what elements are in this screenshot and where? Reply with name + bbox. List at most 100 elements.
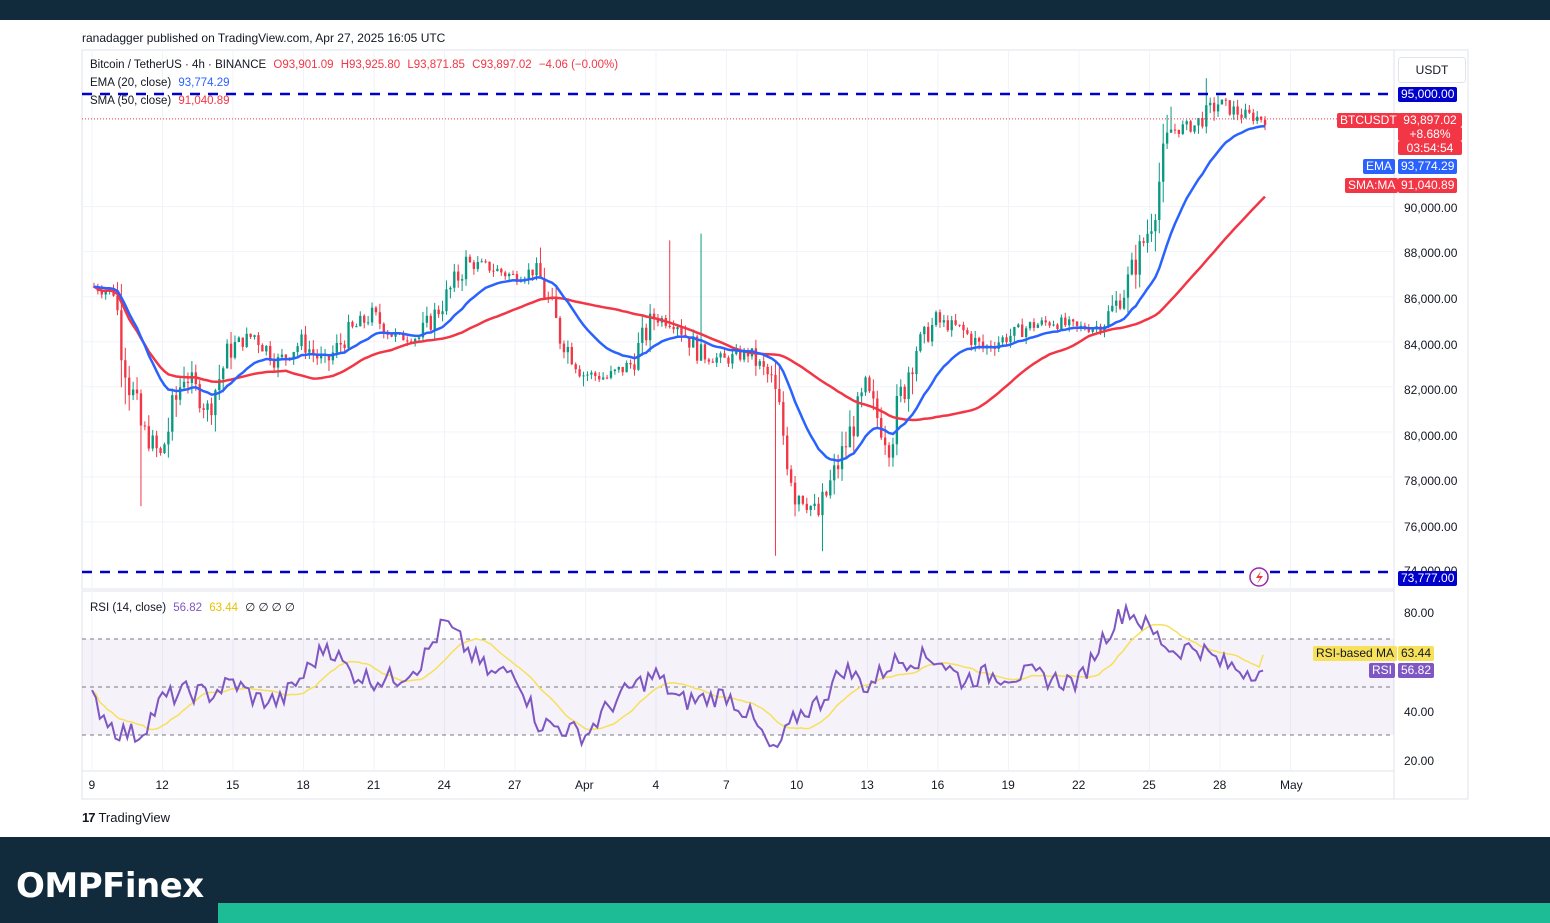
sma-line: [93, 195, 1266, 422]
currency-button[interactable]: USDT: [1398, 57, 1466, 83]
price-pane: [81, 49, 1395, 590]
candle-body: [934, 312, 938, 325]
candle-body: [735, 350, 738, 355]
candle-body: [966, 330, 969, 334]
candle-body: [457, 271, 460, 281]
candle-body: [1173, 129, 1177, 131]
candle-body: [272, 361, 276, 368]
candle-body: [598, 375, 601, 380]
time-tick: 24: [437, 778, 451, 792]
candle-body: [378, 312, 382, 324]
price-tick: 84,000.00: [1404, 338, 1458, 352]
candle-body: [617, 366, 620, 370]
candle-body: [872, 391, 875, 399]
time-tick: 22: [1072, 778, 1086, 792]
ema-legend[interactable]: EMA (20, close) 93,774.29: [90, 77, 234, 89]
candle-body: [758, 361, 761, 366]
candle-body: [151, 435, 154, 449]
candle-body: [1087, 329, 1090, 332]
candle-body: [359, 315, 362, 327]
candle-body: [1138, 241, 1141, 275]
tradingview-logo[interactable]: 17 TradingView: [82, 810, 170, 825]
candle-body: [715, 357, 718, 363]
candle-body: [433, 309, 436, 330]
candle-body: [586, 374, 589, 376]
candle-body: [613, 369, 617, 372]
candle-body: [429, 315, 432, 330]
candle-body: [304, 334, 307, 353]
close-value: C93,897.02: [472, 59, 532, 71]
candle-body: [692, 336, 695, 348]
candle-body: [163, 444, 166, 454]
candle-body: [566, 346, 570, 353]
candle-body: [605, 377, 609, 379]
candle-body: [206, 403, 209, 410]
candle-body: [410, 341, 413, 343]
candle-body: [621, 366, 624, 373]
candle-body: [836, 465, 840, 470]
candle-body: [453, 271, 456, 288]
candle-body: [958, 324, 961, 326]
candle-body: [856, 396, 859, 437]
time-tick: 28: [1213, 778, 1227, 792]
candle-body: [1150, 231, 1153, 234]
sma-legend[interactable]: SMA (50, close) 91,040.89: [90, 95, 234, 107]
candle-body: [766, 366, 769, 375]
candle-body: [175, 395, 178, 400]
candle-body: [351, 321, 354, 327]
candle-body: [688, 336, 691, 348]
candle-body: [915, 350, 918, 375]
candle-body: [711, 361, 714, 363]
candle-body: [1044, 320, 1047, 323]
candle-body: [464, 256, 468, 280]
candle-body: [511, 273, 515, 275]
chart-canvas[interactable]: [0, 0, 1550, 837]
candle-body: [339, 342, 342, 345]
candle-body: [390, 334, 393, 337]
candle-body: [899, 386, 902, 396]
time-tick: May: [1280, 778, 1303, 792]
candle-body: [723, 353, 726, 358]
candle-body: [186, 381, 190, 384]
candle-body: [374, 307, 378, 313]
candle-body: [1228, 100, 1231, 115]
candle-body: [249, 333, 252, 337]
symbol-label[interactable]: Bitcoin / TetherUS · 4h · BINANCE: [90, 59, 267, 71]
rsi-legend[interactable]: RSI (14, close) 56.82 63.44 ∅ ∅ ∅ ∅: [90, 600, 299, 614]
candle-body: [139, 393, 143, 426]
ema-line: [93, 125, 1266, 463]
price-tick: 76,000.00: [1404, 520, 1458, 534]
price-tick: 90,000.00: [1404, 201, 1458, 215]
candle-body: [864, 377, 867, 393]
candle-body: [225, 343, 229, 369]
candle-body: [821, 491, 824, 516]
candle-body: [135, 389, 139, 394]
candle-body: [143, 425, 147, 427]
candle-body: [198, 384, 201, 409]
candle-body: [981, 341, 985, 349]
candle-body: [1079, 325, 1083, 327]
candle-body: [1146, 233, 1149, 243]
candle-body: [120, 310, 123, 361]
candle-body: [335, 342, 338, 353]
candle-body: [601, 377, 605, 380]
candle-body: [668, 325, 671, 327]
candle-body: [707, 359, 711, 362]
candle-body: [844, 446, 848, 448]
candle-body: [762, 361, 765, 367]
candle-body: [445, 289, 448, 312]
candle-body: [128, 377, 131, 396]
ema-tag: EMA: [1363, 159, 1396, 174]
level-low-tag: 73,777.00: [1398, 571, 1458, 586]
time-tick: 13: [860, 778, 874, 792]
candle-body: [903, 386, 906, 400]
candle-body: [496, 268, 499, 272]
candle-body: [460, 279, 464, 281]
candle-body: [739, 350, 742, 360]
candle-body: [257, 335, 260, 346]
candle-body: [562, 343, 566, 353]
candle-body: [476, 261, 479, 269]
candle-body: [1189, 121, 1192, 132]
candle-body: [1205, 105, 1208, 127]
candle-body: [229, 343, 233, 358]
